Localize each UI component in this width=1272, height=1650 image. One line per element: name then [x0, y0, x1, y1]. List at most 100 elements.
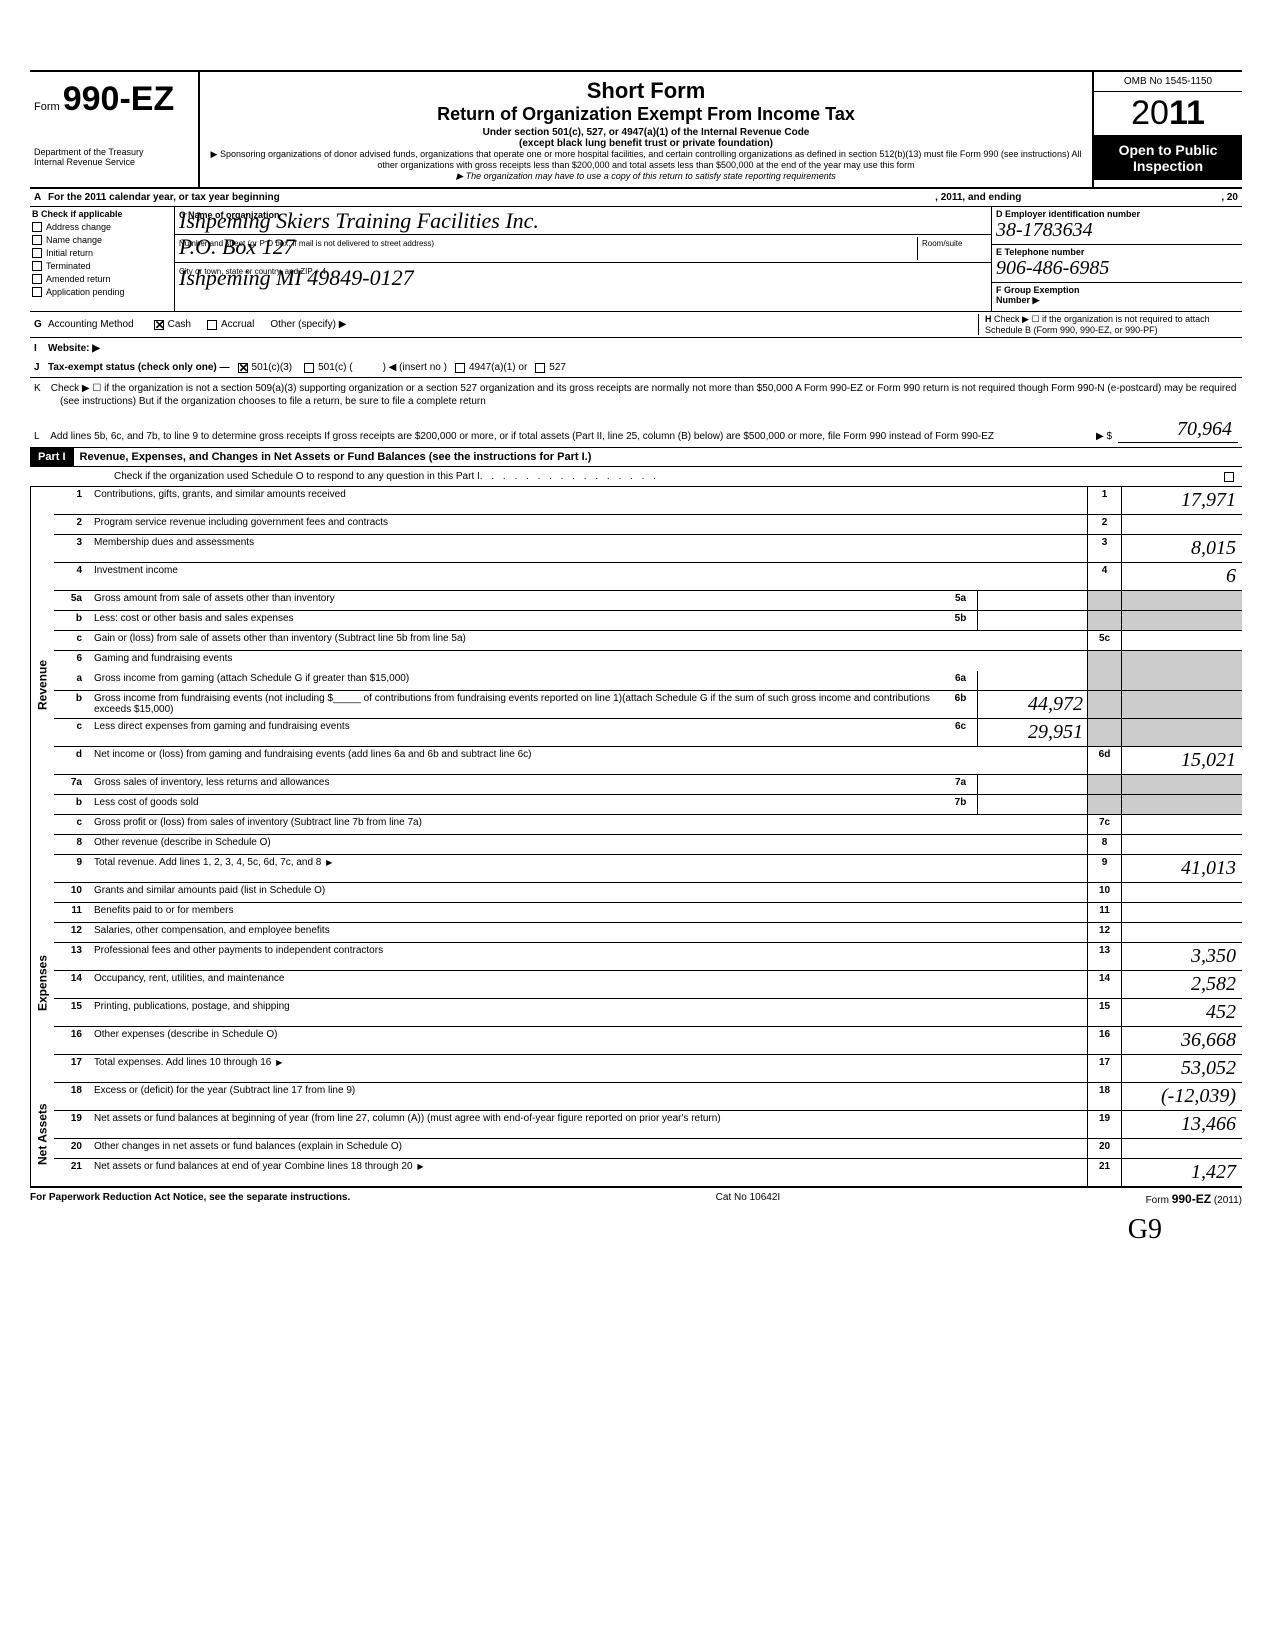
copy-note: ▶ The organization may have to use a cop… [210, 171, 1082, 182]
line-18: 18Excess or (deficit) for the year (Subt… [54, 1083, 1242, 1111]
tax-status-label: Tax-exempt status (check only one) — [48, 362, 230, 373]
row-k-text: Check ▶ ☐ if the organization is not a s… [51, 383, 1237, 407]
opt-accrual: Accrual [221, 319, 254, 330]
org-name-field: C Name of organization Ishpeming Skiers … [175, 207, 991, 235]
cb-schedule-o[interactable] [1224, 472, 1234, 482]
line-11: 11Benefits paid to or for members11 [54, 903, 1242, 923]
opt-501c-insert: ) ◀ (insert no ) [383, 362, 447, 373]
cb-4947[interactable] [455, 363, 465, 373]
ein-value: 38-1783634 [996, 219, 1238, 242]
line-7b: bLess cost of goods sold7b [54, 795, 1242, 815]
line-10: 10Grants and similar amounts paid (list … [54, 883, 1242, 903]
open-inspection: Open to Public Inspection [1094, 136, 1242, 180]
row-gh: G Accounting Method Cash Accrual Other (… [30, 312, 1242, 338]
line-19: 19Net assets or fund balances at beginni… [54, 1111, 1242, 1139]
dept-treasury: Department of the Treasury [34, 147, 194, 157]
row-k: K Check ▶ ☐ if the organization is not a… [30, 378, 1242, 412]
ein-label: D Employer identification number [996, 209, 1238, 219]
ein-field: D Employer identification number 38-1783… [992, 207, 1242, 245]
org-name-value: Ishpeming Skiers Training Facilities Inc… [179, 208, 539, 234]
under-section: Under section 501(c), 527, or 4947(a)(1)… [210, 127, 1082, 138]
row-j: J Tax-exempt status (check only one) — 5… [30, 358, 1242, 378]
city-value: Ishpeming MI 49849-0127 [179, 265, 414, 291]
line-1: 1Contributions, gifts, grants, and simil… [54, 487, 1242, 515]
cb-cash[interactable] [154, 320, 164, 330]
expenses-side-label: Expenses [30, 883, 54, 1083]
cb-address-change[interactable]: Address change [32, 222, 172, 232]
opt-501c: 501(c) ( [318, 362, 352, 373]
row-l: L Add lines 5b, 6c, and 7b, to line 9 to… [30, 412, 1242, 448]
line-16: 16Other expenses (describe in Schedule O… [54, 1027, 1242, 1055]
line-7c: cGross profit or (loss) from sales of in… [54, 815, 1242, 835]
part1-check-row: Check if the organization used Schedule … [30, 467, 1242, 487]
group-number-label: Number ▶ [996, 295, 1238, 306]
line-6d: dNet income or (loss) from gaming and fu… [54, 747, 1242, 775]
line-8: 8Other revenue (describe in Schedule O)8 [54, 835, 1242, 855]
line-5c: cGain or (loss) from sale of assets othe… [54, 631, 1242, 651]
cb-501c3[interactable] [238, 363, 248, 373]
line-3: 3Membership dues and assessments38,015 [54, 535, 1242, 563]
form-header-center: Short Form Return of Organization Exempt… [200, 72, 1092, 187]
line-17: 17Total expenses. Add lines 10 through 1… [54, 1055, 1242, 1083]
letter-b: B [32, 209, 39, 219]
phone-field: E Telephone number 906-486-6985 [992, 245, 1242, 283]
opt-4947: 4947(a)(1) or [469, 362, 527, 373]
letter-l: L [34, 430, 48, 443]
cb-527[interactable] [535, 363, 545, 373]
check-applicable: Check if applicable [41, 209, 123, 219]
cb-application-pending[interactable]: Application pending [32, 287, 172, 297]
row-a-text3: , 20 [1221, 192, 1238, 203]
cb-501c[interactable] [304, 363, 314, 373]
letter-i: I [34, 343, 48, 354]
form-header: Form 990-EZ Department of the Treasury I… [30, 70, 1242, 189]
line-20: 20Other changes in net assets or fund ba… [54, 1139, 1242, 1159]
group-label: F Group Exemption [996, 285, 1238, 295]
line-5b: bLess: cost or other basis and sales exp… [54, 611, 1242, 631]
address-value: P.O. Box 127 [179, 234, 295, 260]
group-exemption-field: F Group Exemption Number ▶ [992, 283, 1242, 311]
part1-title: Revenue, Expenses, and Changes in Net As… [74, 448, 1242, 466]
line-6: 6Gaming and fundraising events [54, 651, 1242, 671]
cb-amended[interactable]: Amended return [32, 274, 172, 284]
cb-name-change[interactable]: Name change [32, 235, 172, 245]
city-field: City or town, state or country, and ZIP … [175, 263, 991, 291]
dept-irs: Internal Revenue Service [34, 157, 194, 167]
footer-row: For Paperwork Reduction Act Notice, see … [30, 1188, 1242, 1210]
row-a-text1: For the 2011 calendar year, or tax year … [48, 192, 280, 203]
cb-terminated[interactable]: Terminated [32, 261, 172, 271]
form-header-right: OMB No 1545-1150 2011 Open to Public Ins… [1092, 72, 1242, 187]
line-12: 12Salaries, other compensation, and empl… [54, 923, 1242, 943]
cat-number: Cat No 10642I [716, 1192, 781, 1206]
letter-a: A [34, 192, 48, 203]
form-prefix: Form [34, 101, 60, 113]
paperwork-notice: For Paperwork Reduction Act Notice, see … [30, 1192, 350, 1206]
part1-header: Part I Revenue, Expenses, and Changes in… [30, 448, 1242, 467]
line-13: 13Professional fees and other payments t… [54, 943, 1242, 971]
opt-501c3: 501(c)(3) [252, 362, 293, 373]
line-2: 2Program service revenue including gover… [54, 515, 1242, 535]
cb-accrual[interactable] [207, 320, 217, 330]
year-bold: 11 [1169, 94, 1205, 132]
omb-number: OMB No 1545-1150 [1094, 72, 1242, 92]
opt-other: Other (specify) ▶ [270, 319, 346, 330]
letter-g: G [34, 319, 48, 330]
g9-handwritten: G9 [30, 1214, 1242, 1246]
column-b: B Check if applicable Address change Nam… [30, 207, 175, 311]
line-6b: bGross income from fundraising events (n… [54, 691, 1242, 719]
line-21: 21Net assets or fund balances at end of … [54, 1159, 1242, 1186]
line-6c: cLess direct expenses from gaming and fu… [54, 719, 1242, 747]
form-header-left: Form 990-EZ Department of the Treasury I… [30, 72, 200, 187]
sponsor-note: ▶ Sponsoring organizations of donor advi… [210, 149, 1082, 171]
tax-year: 2011 [1094, 92, 1242, 136]
opt-527: 527 [549, 362, 566, 373]
line-4: 4Investment income46 [54, 563, 1242, 591]
letter-k: K [34, 382, 48, 395]
main-info-block: B Check if applicable Address change Nam… [30, 207, 1242, 312]
line-7a: 7aGross sales of inventory, less returns… [54, 775, 1242, 795]
website-label: Website: ▶ [48, 343, 100, 354]
cb-initial-return[interactable]: Initial return [32, 248, 172, 258]
column-c: C Name of organization Ishpeming Skiers … [175, 207, 992, 311]
line-9: 9Total revenue. Add lines 1, 2, 3, 4, 5c… [54, 855, 1242, 883]
except-note: (except black lung benefit trust or priv… [210, 138, 1082, 149]
return-subtitle: Return of Organization Exempt From Incom… [210, 104, 1082, 125]
